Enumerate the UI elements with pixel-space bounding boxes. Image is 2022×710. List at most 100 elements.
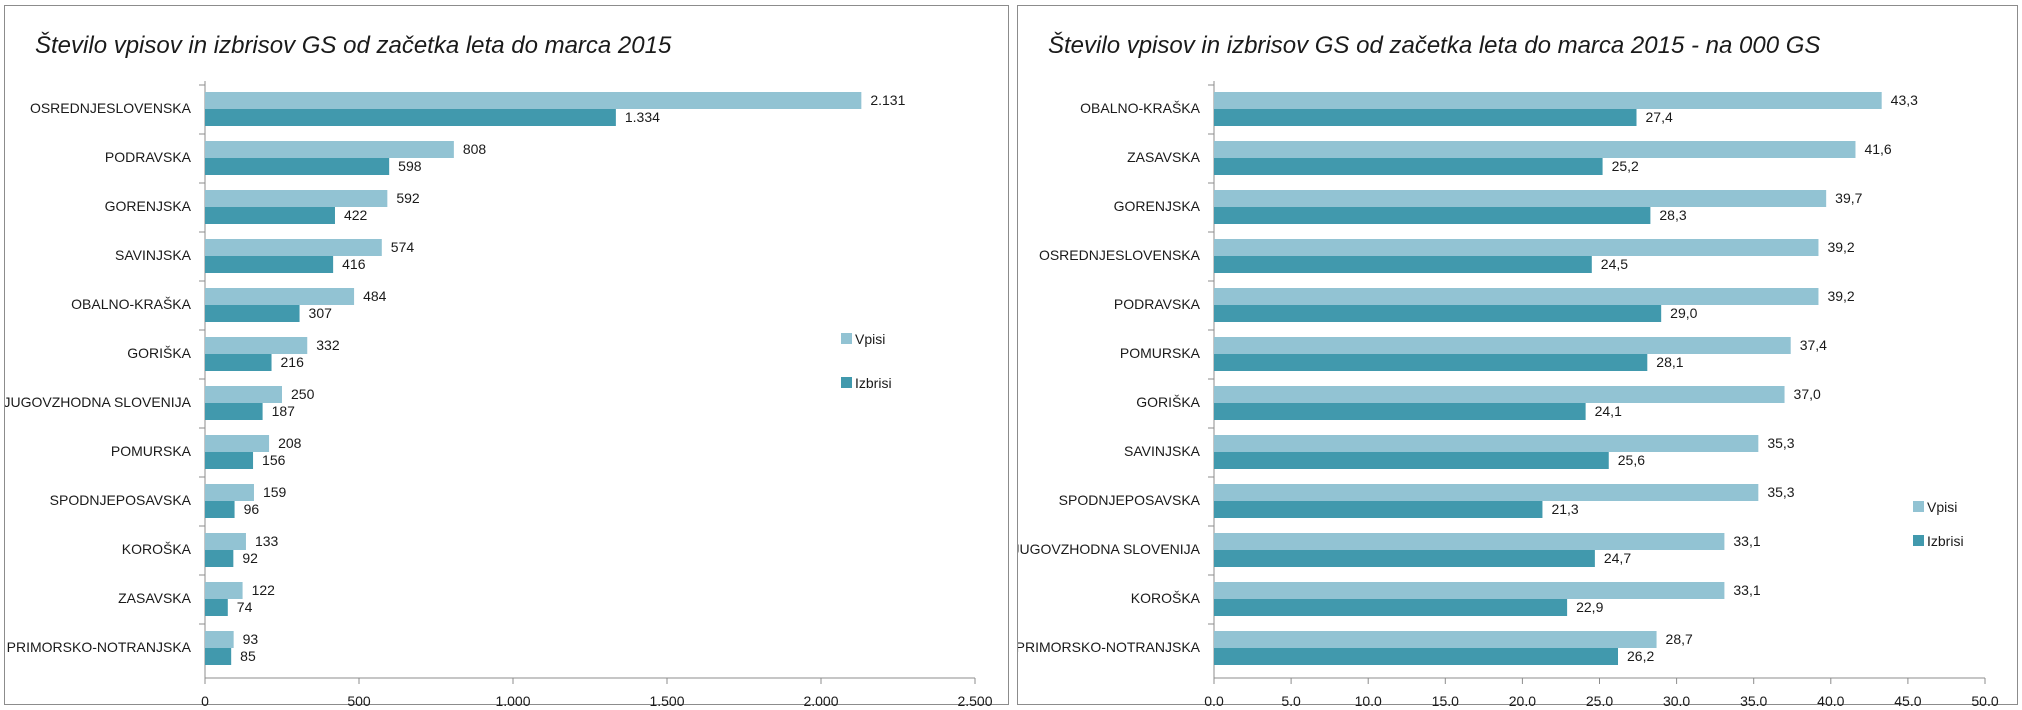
data-label: 27,4 [1646, 109, 1673, 125]
category-label: POMURSKA [111, 443, 192, 459]
data-label: 1.334 [625, 109, 660, 125]
data-label: 21,3 [1551, 501, 1578, 517]
data-label: 133 [255, 533, 279, 549]
data-label: 25,2 [1612, 158, 1639, 174]
data-label: 43,3 [1891, 92, 1918, 108]
data-label: 574 [391, 239, 415, 255]
bar-vpisi [205, 239, 382, 256]
data-label: 35,3 [1767, 435, 1794, 451]
bar-vpisi [205, 141, 454, 158]
bar-izbrisi [1214, 256, 1592, 273]
data-label: 93 [243, 631, 259, 647]
category-label: GORENJSKA [105, 198, 192, 214]
data-label: 39,7 [1835, 190, 1862, 206]
bar-vpisi [1214, 484, 1759, 501]
legend-label: Izbrisi [1927, 533, 1964, 549]
data-label: 92 [242, 550, 258, 566]
bar-vpisi [205, 92, 862, 109]
x-tick-label: 1.500 [649, 693, 684, 706]
x-tick-label: 5,0 [1281, 693, 1301, 706]
data-label: 74 [237, 599, 253, 615]
bar-izbrisi [1214, 550, 1595, 567]
category-label: OBALNO-KRAŠKA [71, 296, 191, 312]
bar-vpisi [1214, 631, 1657, 648]
category-label: OSREDNJESLOVENSKA [1039, 247, 1201, 263]
bar-izbrisi [1214, 648, 1619, 665]
bar-vpisi [1214, 288, 1819, 305]
bar-izbrisi [205, 305, 300, 322]
data-label: 2.131 [870, 92, 905, 108]
legend-swatch-izbrisi [1913, 535, 1924, 546]
bar-izbrisi [205, 648, 232, 665]
bar-vpisi [1214, 435, 1759, 452]
x-tick-label: 15,0 [1432, 693, 1459, 706]
chart-title: Število vpisov in izbrisov GS od začetka… [1048, 32, 1821, 59]
category-label: SAVINJSKA [1124, 443, 1201, 459]
bar-izbrisi [205, 403, 263, 420]
category-label: SAVINJSKA [115, 247, 192, 263]
category-label: GORENJSKA [1114, 198, 1201, 214]
data-label: 35,3 [1767, 484, 1794, 500]
x-tick-label: 2.500 [957, 693, 992, 706]
category-label: PODRAVSKA [105, 149, 192, 165]
x-tick-label: 1.000 [495, 693, 530, 706]
data-label: 422 [344, 207, 368, 223]
data-label: 85 [240, 648, 256, 664]
category-label: GORIŠKA [127, 345, 191, 361]
data-label: 39,2 [1827, 288, 1854, 304]
chart-svg-right: 0,0 5,0 10,0 15,0 20,0 25,0 30,0 35,0 40,0 45,0 50… [1018, 81, 1999, 706]
category-label: OBALNO-KRAŠKA [1080, 100, 1200, 116]
category-label: SPODNJEPOSAVSKA [1059, 492, 1201, 508]
chart-title: Število vpisov in izbrisov GS od začetka… [35, 32, 672, 59]
data-label: 416 [342, 256, 366, 272]
bar-vpisi [205, 435, 270, 452]
x-tick-label: 500 [347, 693, 371, 706]
data-label: 24,7 [1604, 550, 1631, 566]
bar-izbrisi [205, 207, 335, 224]
bar-vpisi [205, 484, 254, 501]
data-label: 598 [398, 158, 422, 174]
chart-svg-left: 0 500 1.000 1.500 2.000 2.500 OSREDNJESLOVENSK… [5, 81, 993, 706]
data-label: 307 [309, 305, 333, 321]
data-label: 28,7 [1666, 631, 1693, 647]
bar-izbrisi [205, 550, 234, 567]
category-label: POMURSKA [1120, 345, 1201, 361]
data-label: 592 [396, 190, 420, 206]
data-label: 332 [316, 337, 340, 353]
category-label: OSREDNJESLOVENSKA [30, 100, 192, 116]
data-label: 28,3 [1659, 207, 1686, 223]
legend-swatch-vpisi [1913, 501, 1924, 512]
bar-izbrisi [1214, 207, 1651, 224]
bar-vpisi [1214, 190, 1827, 207]
bar-vpisi [205, 582, 243, 599]
x-tick-label: 50,0 [1971, 693, 1998, 706]
data-label: 29,0 [1670, 305, 1697, 321]
bar-izbrisi [1214, 599, 1568, 616]
bar-vpisi [205, 386, 282, 403]
data-label: 41,6 [1864, 141, 1891, 157]
bar-vpisi [1214, 533, 1725, 550]
bar-izbrisi [205, 501, 235, 518]
bar-izbrisi [1214, 452, 1609, 469]
chart-panel-right: Število vpisov in izbrisov GS od začetka… [1017, 5, 2018, 706]
x-tick-label: 0,0 [1204, 693, 1224, 706]
legend-label: Vpisi [1927, 499, 1957, 515]
data-label: 156 [262, 452, 286, 468]
x-tick-label: 10,0 [1355, 693, 1382, 706]
bar-vpisi [1214, 92, 1882, 109]
bar-vpisi [205, 288, 355, 305]
category-label: PRIMORSKO-NOTRANJSKA [7, 639, 192, 655]
x-tick-label: 25,0 [1586, 693, 1613, 706]
bar-izbrisi [1214, 158, 1603, 175]
x-tick-label: 20,0 [1509, 693, 1536, 706]
bar-izbrisi [1214, 109, 1637, 126]
category-label: ZASAVSKA [118, 590, 192, 606]
bar-izbrisi [1214, 354, 1648, 371]
bar-vpisi [205, 631, 234, 648]
bar-izbrisi [1214, 501, 1543, 518]
data-label: 24,1 [1595, 403, 1622, 419]
category-label: ZASAVSKA [1127, 149, 1201, 165]
bar-izbrisi [205, 452, 254, 469]
data-label: 159 [263, 484, 287, 500]
legend-label: Izbrisi [855, 375, 892, 391]
